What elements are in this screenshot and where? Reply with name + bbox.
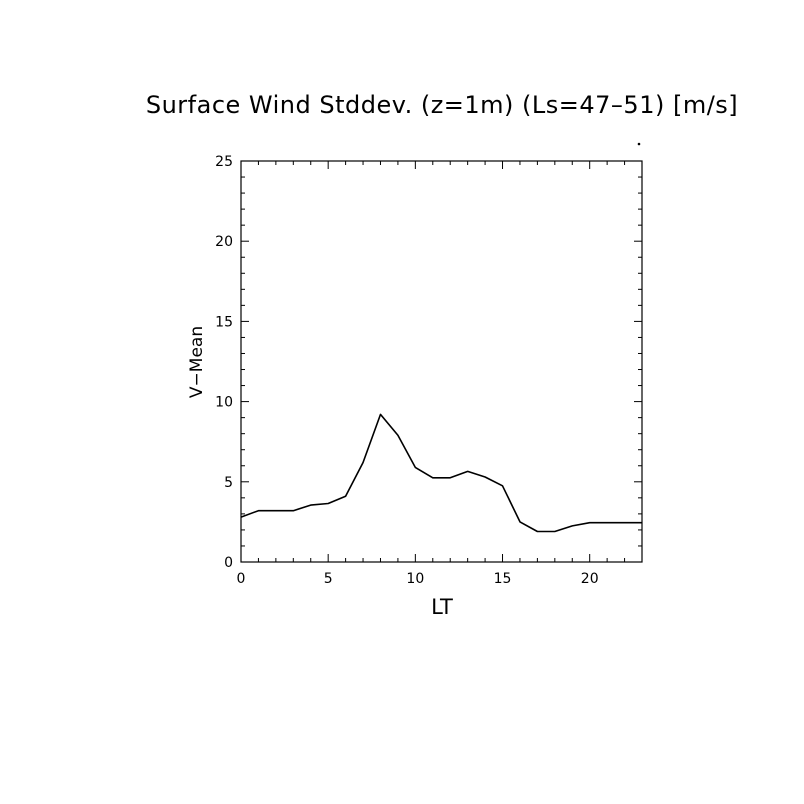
chart-title: Surface Wind Stddev. (z=1m) (Ls=47–51) [… <box>146 91 738 119</box>
plot-area: 0 5 10 15 20 0 5 10 15 20 25 <box>215 154 643 587</box>
x-tick-label: 0 <box>237 571 246 587</box>
y-tick-label: 25 <box>215 154 233 170</box>
y-axis-label: V−Mean <box>187 326 207 398</box>
x-axis-label: LT <box>431 595 453 619</box>
y-tick-label: 15 <box>215 314 233 330</box>
y-tick-label: 10 <box>215 395 233 411</box>
y-tick-label: 20 <box>215 234 233 250</box>
x-tick-label: 15 <box>494 571 512 587</box>
y-tick-label: 5 <box>224 475 233 491</box>
x-tick-label: 10 <box>406 571 424 587</box>
corner-dot-mark <box>637 142 641 146</box>
plot-frame <box>240 160 643 563</box>
series-line-0 <box>240 413 642 533</box>
x-tick-label: 20 <box>581 571 599 587</box>
x-tick-label: 5 <box>324 571 333 587</box>
y-tick-label: 0 <box>224 555 233 571</box>
